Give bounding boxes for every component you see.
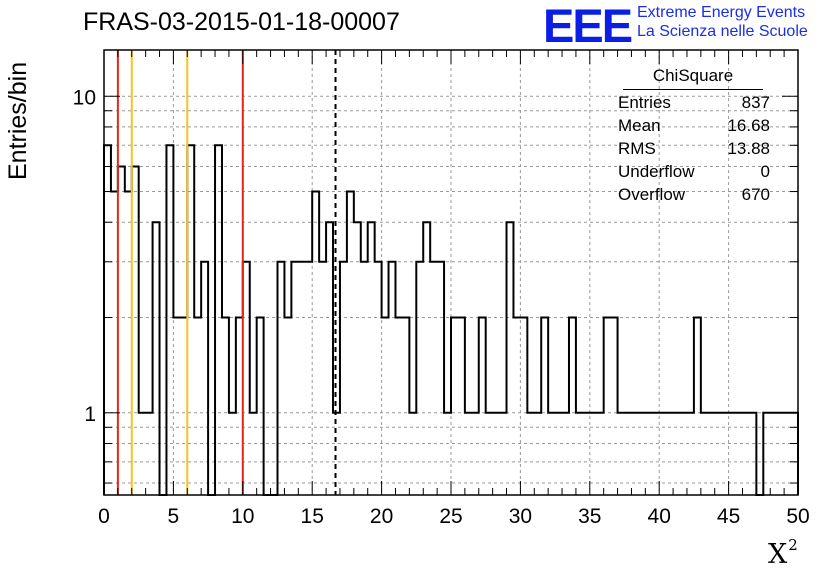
- stats-value: 13.88: [727, 139, 770, 158]
- x-tick-label: 0: [98, 505, 110, 528]
- x-tick-label: 5: [168, 505, 180, 528]
- x-tick-label: 35: [578, 505, 601, 528]
- logo-line-1: Extreme Energy Events: [637, 4, 806, 21]
- y-tick-label: 10: [73, 86, 96, 109]
- stats-box: ChiSquare Entries 837 Mean 16.68 RMS 13.88 …: [611, 66, 774, 206]
- x-tick-label: 40: [648, 505, 671, 528]
- x-tick-label: 45: [717, 505, 740, 528]
- stats-row: Underflow 0: [611, 160, 774, 183]
- eee-logo: EEE: [543, 0, 633, 52]
- stats-label: RMS: [618, 139, 656, 158]
- stats-value: 837: [741, 93, 770, 112]
- stats-value: 16.68: [727, 116, 770, 135]
- x-tick-label: 15: [301, 505, 324, 528]
- stats-title: ChiSquare: [623, 66, 763, 90]
- stats-value: 0: [760, 162, 770, 181]
- x-axis-label: X2: [768, 536, 798, 570]
- x-axis-label-base: X: [768, 539, 788, 570]
- logo-line-2: La Scienza nelle Scuole: [637, 23, 808, 40]
- stats-row: Entries 837: [611, 91, 774, 114]
- stats-label: Overflow: [618, 185, 686, 204]
- stats-label: Entries: [618, 93, 671, 112]
- histogram-outline: [103, 144, 799, 496]
- stats-row: Mean 16.68: [611, 114, 774, 137]
- x-axis-label-superscript: 2: [788, 536, 798, 554]
- x-tick-label: 30: [509, 505, 532, 528]
- y-axis-label: Entries/bin: [4, 61, 32, 180]
- stats-value: 670: [741, 185, 770, 204]
- x-tick-label: 20: [370, 505, 393, 528]
- stats-label: Mean: [618, 116, 661, 135]
- stats-row: Overflow 670: [611, 183, 774, 206]
- x-tick-label: 10: [231, 505, 254, 528]
- x-tick-label: 25: [439, 505, 462, 528]
- chart-title: FRAS-03-2015-01-18-00007: [83, 8, 400, 36]
- stats-label: Underflow: [618, 162, 695, 181]
- stats-row: RMS 13.88: [611, 137, 774, 160]
- y-tick-label: 1: [84, 403, 96, 426]
- x-tick-label: 50: [786, 505, 809, 528]
